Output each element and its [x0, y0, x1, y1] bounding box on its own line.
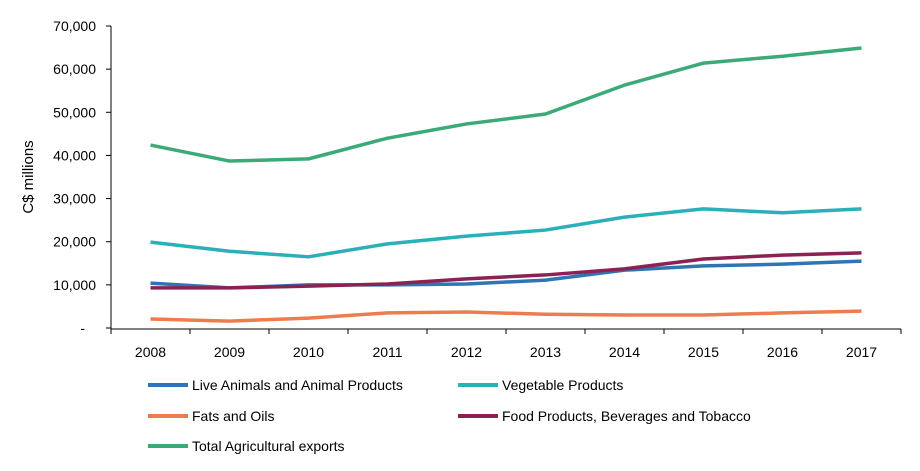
legend-item: Total Agricultural exports: [148, 438, 345, 454]
x-tick-label: 2010: [293, 344, 324, 360]
legend-label: Live Animals and Animal Products: [192, 377, 403, 393]
series-line-2: [150, 309, 862, 323]
legend-label: Total Agricultural exports: [192, 438, 345, 454]
y-tick-label: 30,000: [53, 191, 96, 207]
x-tick-label: 2016: [767, 344, 798, 360]
legend-swatch: [148, 414, 188, 418]
y-axis-label: C$ millions: [20, 140, 37, 213]
series-line-1: [150, 207, 862, 259]
legend-item: Fats and Oils: [148, 408, 274, 424]
y-tick-label: 40,000: [53, 147, 96, 163]
legend-swatch: [458, 414, 498, 418]
legend-label: Vegetable Products: [502, 377, 624, 393]
series-line-3: [150, 251, 862, 290]
y-tick-label: -: [80, 320, 85, 336]
y-tick-label: 70,000: [53, 18, 96, 34]
x-tick-label: 2011: [372, 344, 402, 360]
y-tick-label: 50,000: [53, 104, 96, 120]
series-line-0: [150, 259, 862, 290]
y-tick-label: 10,000: [53, 277, 96, 293]
legend-swatch: [458, 383, 498, 387]
legend-item: Food Products, Beverages and Tobacco: [458, 408, 751, 424]
legend-item: Vegetable Products: [458, 377, 623, 393]
x-tick-label: 2013: [530, 344, 561, 360]
legend-label: Food Products, Beverages and Tobacco: [502, 408, 751, 424]
legend-label: Fats and Oils: [192, 408, 275, 424]
y-tick-label: 60,000: [53, 61, 96, 77]
x-tick-label: 2009: [214, 344, 245, 360]
series-line-4: [150, 46, 862, 163]
x-tick-label: 2008: [135, 344, 166, 360]
legend-swatch: [148, 383, 188, 387]
x-tick-label: 2014: [609, 344, 640, 360]
x-tick-label: 2015: [688, 344, 719, 360]
x-tick-label: 2017: [846, 344, 877, 360]
line-chart: C$ millions - 10,000 20,000 30,000 40,000 50,…: [20, 18, 902, 360]
legend-swatch: [148, 444, 188, 448]
y-tick-label: 20,000: [53, 234, 96, 250]
x-tick-label: 2012: [451, 344, 482, 360]
legend-item: Live Animals and Animal Products: [148, 377, 403, 393]
